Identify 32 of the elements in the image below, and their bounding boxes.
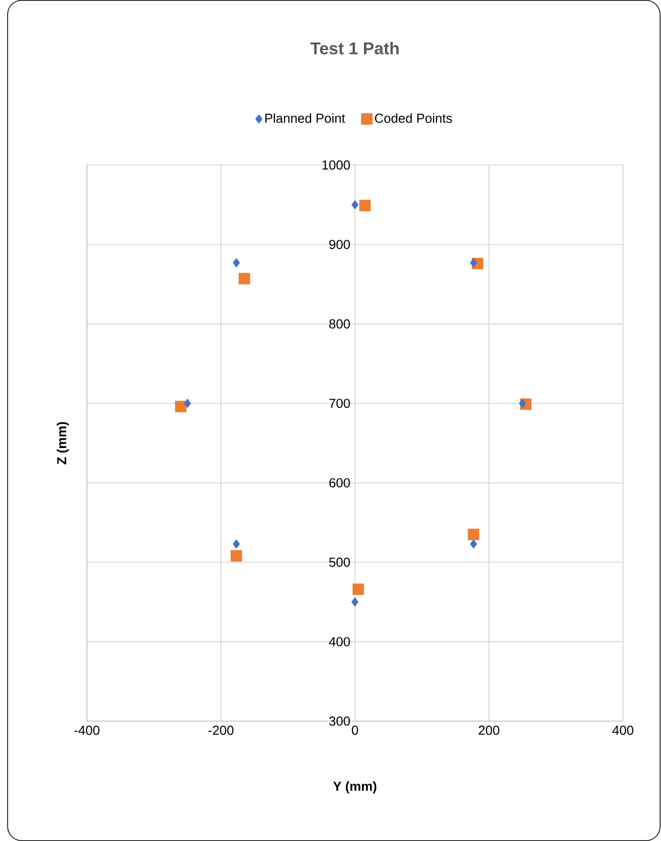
x-tick-label: 400 [612,726,634,735]
legend-label: Coded Points [375,113,452,123]
point [470,539,478,549]
y-tick-label: 700 [330,398,350,408]
point [468,528,480,540]
x-tick-label: 0 [352,726,358,735]
x-axis-title: Y (mm) [333,781,377,794]
point [233,539,240,549]
point [519,398,526,408]
y-tick-label: 900 [330,240,350,250]
y-axis-title: Z (mm) [56,422,70,464]
point [184,398,192,408]
point [360,200,371,212]
point [233,258,240,268]
y-tick-label: 1000 [322,160,350,170]
point [352,584,364,595]
point [352,597,359,607]
x-tick-label: -200 [208,726,234,735]
point [238,272,250,284]
x-tick-label: 200 [479,726,500,735]
x-tick-label: -400 [74,726,100,735]
y-tick-label: 800 [330,319,350,329]
point [470,258,478,268]
point [175,400,187,412]
y-tick-label: 500 [329,558,350,567]
y-tick-label: 300 [329,716,350,726]
point [352,200,359,210]
point [230,550,242,562]
legend-label: Planned Point [266,113,346,123]
y-tick-label: 600 [330,478,350,488]
y-tick-label: 400 [329,637,350,646]
chart-title: Test 1 Path [310,42,399,54]
